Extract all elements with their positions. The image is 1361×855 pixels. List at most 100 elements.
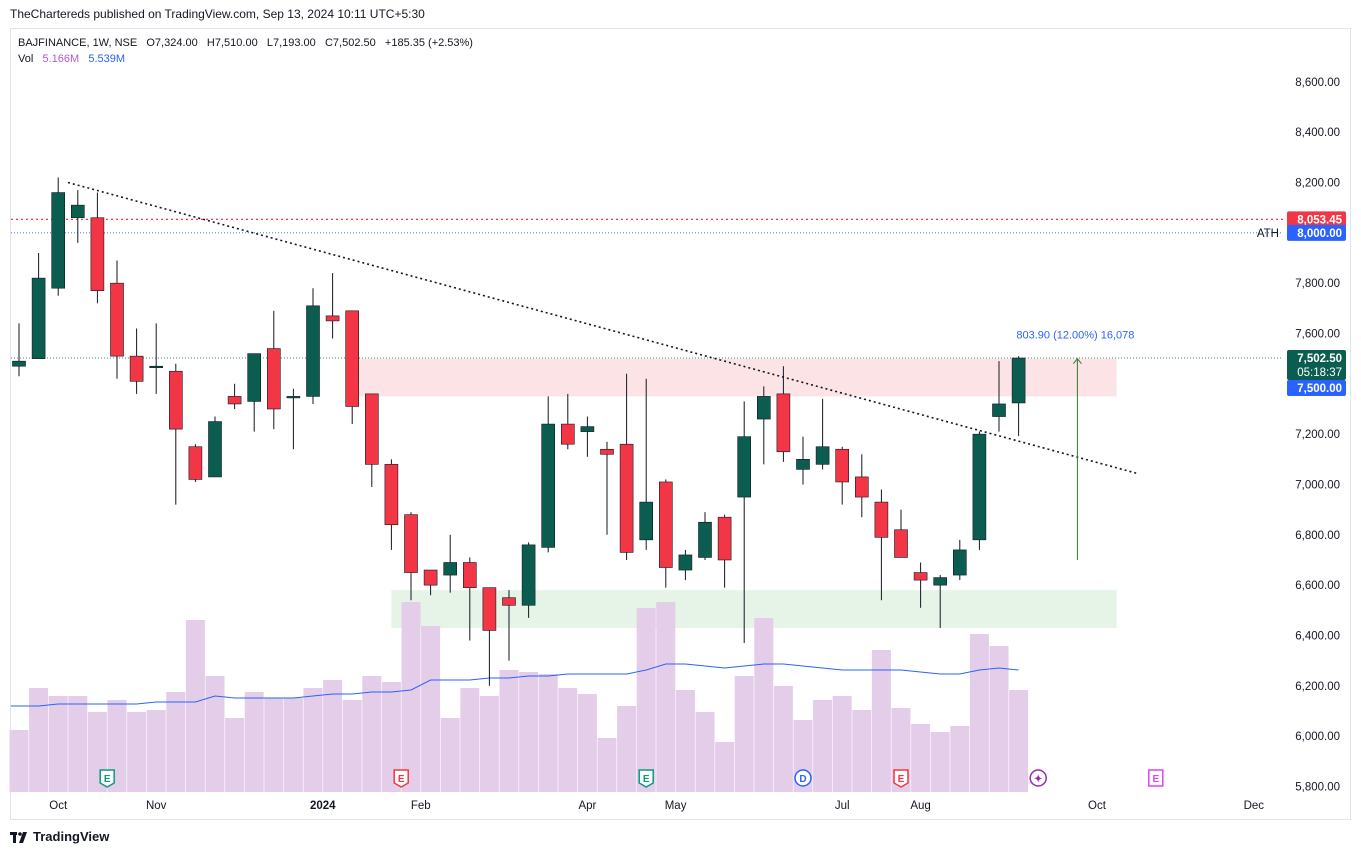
measure-label: 803.90 (12.00%) 16,078 <box>1016 330 1134 342</box>
candle <box>717 514 732 588</box>
candle-body <box>776 393 791 453</box>
candle <box>796 436 810 485</box>
candle <box>110 260 124 379</box>
candle <box>129 328 144 394</box>
volume-bar <box>146 710 166 792</box>
y-tick-label: 6,800.00 <box>1295 530 1340 542</box>
candle-body <box>521 544 536 606</box>
volume-bar <box>930 732 950 792</box>
volume-bar <box>558 688 578 792</box>
candle <box>952 539 967 581</box>
candle-body <box>364 393 379 465</box>
candle <box>874 489 889 601</box>
candle-body <box>992 403 1006 417</box>
candle <box>992 361 1006 432</box>
volume-bar <box>9 730 29 792</box>
candle-body <box>404 514 418 573</box>
volume-bars <box>9 602 1029 792</box>
candle-body <box>1011 357 1026 404</box>
y-tick-label: 6,000.00 <box>1295 731 1340 743</box>
event-green-icon: E <box>638 769 654 788</box>
candle <box>227 383 242 409</box>
candle-body <box>698 521 712 558</box>
volume-bar <box>852 710 872 792</box>
x-tick-label: 2024 <box>310 800 336 812</box>
candle-body <box>208 421 222 478</box>
candle <box>51 177 66 296</box>
volume-bar <box>460 688 480 792</box>
candle-body <box>266 348 281 410</box>
event-letter: E <box>643 774 650 785</box>
volume-bar <box>29 688 49 792</box>
y-axis: 8,600.00 8,400.00 8,200.00 8,000.00 7,800.00… <box>1295 77 1340 794</box>
price-tag-text: 7,500.00 <box>1297 383 1342 395</box>
open-value: O7,324.00 <box>146 37 198 49</box>
volume-label[interactable]: Vol <box>18 53 34 65</box>
candle-body <box>658 481 673 568</box>
candle-body <box>462 562 477 588</box>
y-tick-label: 8,400.00 <box>1295 127 1340 139</box>
price-tag-text: 8,000.00 <box>1297 228 1342 240</box>
candle <box>1011 356 1026 436</box>
ath-price-tag: 8,053.45 <box>1287 211 1346 228</box>
candle-body <box>874 501 889 538</box>
volume-bar <box>871 650 891 792</box>
volume-bar <box>107 700 127 792</box>
candle <box>600 441 614 535</box>
x-tick-label: May <box>665 800 687 812</box>
candle <box>12 323 26 377</box>
resistance-zone <box>352 358 1117 397</box>
volume-bar <box>577 694 597 792</box>
event-letter: E <box>898 774 905 785</box>
price-tag-text: 8,053.45 <box>1297 214 1342 226</box>
event-magenta-icon: E <box>1148 769 1164 787</box>
candle <box>306 288 320 404</box>
volume-bar <box>617 706 637 792</box>
candle <box>462 557 477 641</box>
y-tick-label: 5,800.00 <box>1295 781 1340 793</box>
candle-body <box>443 562 458 576</box>
candle-body <box>756 396 771 420</box>
price-tag-text: 05:18:37 <box>1297 367 1342 379</box>
candle-body <box>952 549 967 576</box>
candle-body <box>894 529 908 558</box>
candle <box>972 431 987 550</box>
low-value: L7,193.00 <box>266 37 316 49</box>
volume-bar <box>519 672 539 792</box>
x-tick-label: Feb <box>411 800 431 812</box>
candle <box>639 378 654 550</box>
candle <box>698 512 712 560</box>
candle <box>71 190 85 243</box>
candle-body <box>247 353 261 402</box>
volume-row: Vol 5.166M 5.539M <box>18 51 473 67</box>
volume-bar <box>127 712 147 792</box>
x-tick-label: Oct <box>1088 800 1107 812</box>
volume-bar <box>950 726 970 792</box>
y-tick-label: 7,200.00 <box>1295 429 1340 441</box>
candle <box>658 479 673 588</box>
volume-bar <box>675 690 695 792</box>
candle <box>345 310 360 425</box>
candle <box>208 416 222 478</box>
volume-bar <box>244 692 264 792</box>
volume-bar <box>185 620 205 792</box>
candle-body <box>227 396 242 405</box>
symbol-label[interactable]: BAJFINANCE, 1W, NSE <box>18 37 138 49</box>
y-tick-label: 8,600.00 <box>1295 77 1340 89</box>
candle-body <box>31 277 46 359</box>
candle <box>443 534 458 593</box>
volume-bar <box>421 626 441 792</box>
candle <box>737 401 752 644</box>
y-tick-label: 7,800.00 <box>1295 278 1340 290</box>
x-tick-label: Oct <box>49 800 68 812</box>
x-tick-label: Dec <box>1244 800 1265 812</box>
candle-body <box>600 448 614 455</box>
footer-brand[interactable]: TradingView <box>10 829 109 844</box>
candle <box>169 363 183 505</box>
candle <box>247 353 261 432</box>
event-letter: E <box>398 774 405 785</box>
candle <box>560 393 575 450</box>
candle-body <box>51 192 66 289</box>
candle <box>384 459 399 550</box>
